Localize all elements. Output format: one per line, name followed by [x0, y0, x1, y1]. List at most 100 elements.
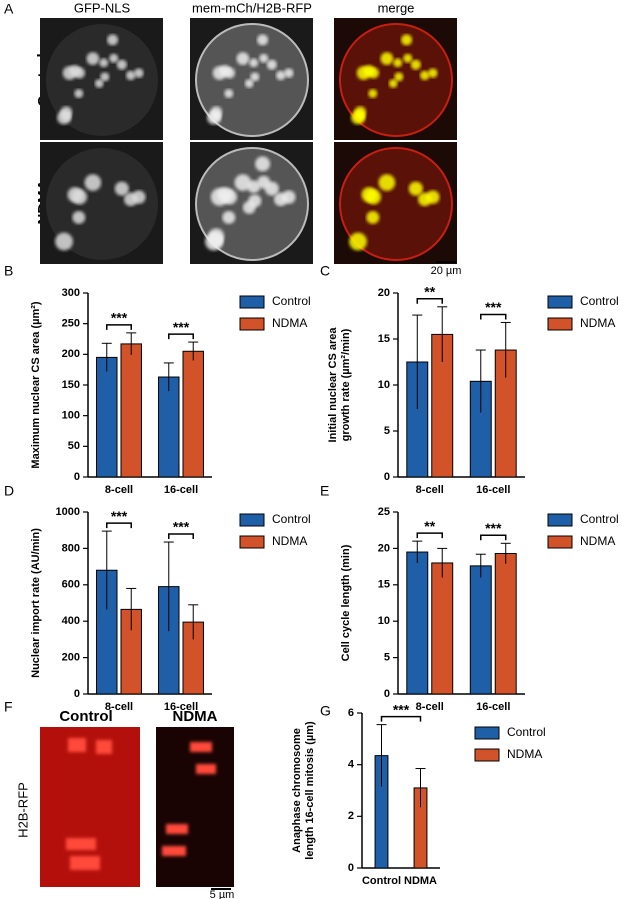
nucleus: [55, 232, 73, 251]
panel-label: C: [320, 263, 330, 279]
legend-label: Control: [507, 725, 546, 739]
column-title: merge: [378, 0, 415, 15]
panel-label: F: [4, 699, 13, 715]
nucleus: [61, 111, 72, 122]
legend-label: Control: [580, 512, 619, 526]
embryo: [46, 148, 158, 260]
nucleus: [222, 211, 236, 224]
nucleus: [257, 34, 269, 46]
significance-bracket: [168, 533, 194, 540]
x-tick-label: 16-cell: [164, 484, 198, 496]
y-tick-label: 10: [378, 615, 390, 627]
nucleus: [236, 52, 250, 65]
y-axis-label: Anaphase chromosome: [291, 728, 303, 853]
micrographs: [40, 18, 457, 264]
legend-swatch: [239, 535, 265, 549]
legend-swatch: [239, 513, 265, 527]
x-tick-label: 8-cell: [105, 484, 133, 496]
significance-label: ***: [393, 701, 410, 717]
x-tick-label: 8-cell: [105, 701, 133, 713]
nucleus: [255, 156, 271, 172]
y-tick-label: 20: [378, 542, 390, 554]
x-tick-label: 16-cell: [476, 484, 510, 496]
significance-label: **: [424, 284, 435, 300]
y-tick-label: 100: [62, 410, 80, 422]
legend-label: NDMA: [272, 534, 307, 548]
nucleus: [116, 59, 127, 70]
legend-swatch: [474, 748, 500, 762]
y-tick-label: 0: [74, 471, 80, 483]
nucleus: [134, 68, 144, 78]
significance-label: ***: [111, 310, 128, 326]
nucleus: [366, 211, 380, 224]
y-tick-label: 250: [62, 318, 80, 330]
bar: [120, 343, 142, 478]
row-title: H2B-RFP: [15, 782, 30, 838]
nucleus: [69, 65, 81, 77]
y-tick-label: 50: [68, 440, 80, 452]
y-tick-label: 20: [378, 287, 390, 299]
panel-label: B: [4, 263, 13, 279]
nucleus: [401, 34, 413, 46]
bar: [182, 350, 204, 478]
nucleus: [72, 211, 86, 224]
y-tick-label: 5: [384, 425, 390, 437]
x-tick-label: 16-cell: [164, 701, 198, 713]
significance-label: ***: [173, 519, 190, 535]
significance-bracket: [168, 333, 194, 340]
y-tick-label: 1000: [56, 506, 80, 518]
bar: [158, 376, 180, 478]
y-tick-label: 0: [384, 471, 390, 483]
nucleus: [249, 58, 259, 68]
y-tick-label: 10: [378, 379, 390, 391]
nucleus: [247, 180, 261, 194]
bar: [431, 562, 454, 695]
y-tick-label: 600: [62, 579, 80, 591]
nucleus: [224, 89, 234, 98]
nucleus: [410, 59, 421, 70]
significance-label: ***: [173, 319, 190, 335]
significance-bracket: [416, 532, 443, 539]
bar: [469, 565, 492, 695]
y-tick-label: 400: [62, 615, 80, 627]
nucleus: [408, 181, 423, 196]
legend-label: NDMA: [580, 316, 615, 330]
nucleus: [355, 111, 366, 122]
column-title: Control: [59, 708, 112, 725]
y-tick-label: 5: [384, 652, 390, 664]
y-axis-label: Cell cycle length (min): [340, 544, 352, 661]
embryo: [339, 147, 453, 261]
column-title: GFP-NLS: [74, 0, 131, 15]
nucleus: [403, 53, 413, 63]
nucleus: [418, 192, 432, 207]
nucleus: [109, 53, 119, 63]
nucleus: [428, 68, 438, 78]
y-tick-label: 200: [62, 652, 80, 664]
scale-bar-label: 5 µm: [210, 889, 235, 899]
nucleus: [284, 68, 294, 78]
scale-bar-label: 20 µm: [431, 265, 462, 277]
y-tick-label: 300: [62, 287, 80, 299]
nucleus: [209, 233, 224, 248]
nucleus: [394, 72, 404, 82]
nucleus: [84, 174, 102, 191]
nucleus: [393, 58, 403, 68]
y-tick-label: 6: [348, 707, 354, 719]
legend-label: NDMA: [272, 316, 307, 330]
y-tick-label: 0: [348, 862, 354, 874]
x-tick-label: 16-cell: [476, 701, 510, 713]
y-axis-label: Nuclear import rate (AU/min): [30, 528, 42, 678]
significance-label: ***: [485, 520, 502, 536]
significance-bracket: [106, 324, 132, 330]
y-tick-label: 25: [378, 506, 390, 518]
column-title: NDMA: [173, 708, 218, 725]
legend-swatch: [547, 295, 573, 309]
nucleus: [100, 72, 110, 82]
nucleus: [114, 181, 129, 196]
nucleus: [378, 174, 396, 191]
nucleus: [264, 181, 279, 196]
nucleus: [420, 70, 430, 81]
significance-bracket: [480, 313, 507, 320]
panel-label: D: [4, 483, 14, 499]
